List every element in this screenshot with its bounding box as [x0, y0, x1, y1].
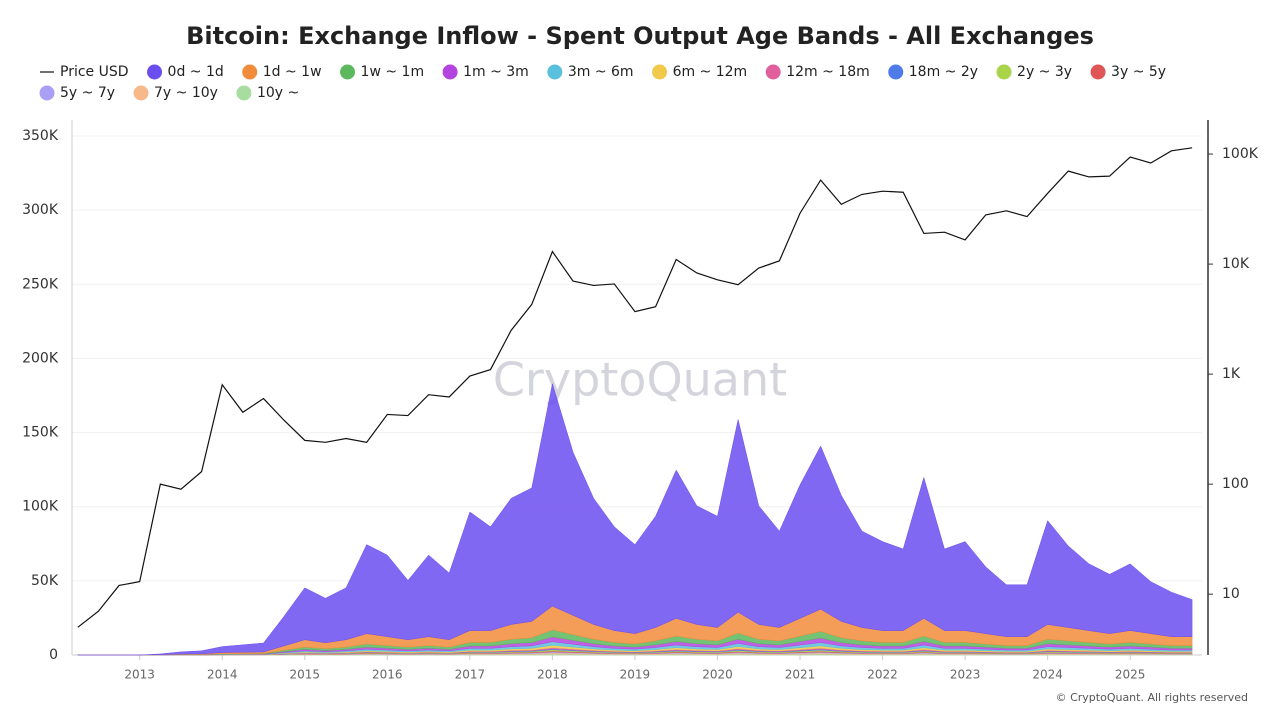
- x-tick-label: 2020: [702, 668, 733, 682]
- y-tick-label: 300K: [22, 202, 59, 218]
- legend-item[interactable]: 1d ~ 1w: [242, 64, 322, 80]
- y2-tick-label: 1K: [1222, 366, 1241, 382]
- legend-swatch: [133, 85, 149, 101]
- x-tick-label: 2013: [124, 668, 155, 682]
- y2-tick-label: 100: [1222, 476, 1249, 492]
- legend-item[interactable]: Price USD: [40, 64, 129, 80]
- legend-swatch: [147, 64, 163, 80]
- legend-item[interactable]: 3y ~ 5y: [1090, 64, 1167, 80]
- legend-item[interactable]: 1w ~ 1m: [340, 64, 424, 80]
- legend-label: 7y ~ 10y: [154, 85, 218, 101]
- legend-swatch: [996, 64, 1012, 80]
- y-tick-label: 150K: [22, 425, 59, 441]
- legend-item[interactable]: 6m ~ 12m: [652, 64, 747, 80]
- legend-label: 18m ~ 2y: [909, 64, 978, 80]
- legend-label: 10y ~: [257, 85, 299, 101]
- x-tick-label: 2015: [289, 668, 320, 682]
- x-tick-label: 2017: [455, 668, 486, 682]
- y-tick-label: 350K: [22, 128, 59, 144]
- legend-label: 12m ~ 18m: [786, 64, 870, 80]
- legend-item[interactable]: 18m ~ 2y: [888, 64, 978, 80]
- legend-swatch: [242, 64, 258, 80]
- y-tick-label: 250K: [22, 276, 59, 292]
- legend-label: 3y ~ 5y: [1111, 64, 1166, 80]
- x-tick-label: 2025: [1115, 668, 1146, 682]
- x-tick-label: 2018: [537, 668, 568, 682]
- legend-swatch: [547, 64, 563, 80]
- legend-item[interactable]: 7y ~ 10y: [133, 85, 218, 101]
- legend-item[interactable]: 12m ~ 18m: [765, 64, 870, 80]
- area: [77, 383, 1193, 656]
- chart-title: Bitcoin: Exchange Inflow - Spent Output …: [186, 22, 1094, 50]
- legend-label: 0d ~ 1d: [168, 64, 224, 80]
- legend-label: 1m ~ 3m: [463, 64, 529, 80]
- legend-swatch: [442, 64, 458, 80]
- legend-item[interactable]: 2y ~ 3y: [996, 64, 1073, 80]
- x-tick-label: 2022: [867, 668, 898, 682]
- legend-swatch: [340, 64, 356, 80]
- x-tick-label: 2016: [372, 668, 403, 682]
- x-tick-label: 2014: [207, 668, 238, 682]
- y-tick-label: 50K: [31, 573, 59, 589]
- y-tick-label: 0: [49, 647, 58, 663]
- y2-tick-label: 100K: [1222, 146, 1259, 162]
- legend-label: 6m ~ 12m: [673, 64, 748, 80]
- y-tick-label: 200K: [22, 350, 59, 366]
- legend-label: 2y ~ 3y: [1017, 64, 1072, 80]
- watermark: CryptoQuant: [493, 353, 787, 407]
- legend-swatch: [652, 64, 668, 80]
- legend-item[interactable]: 1m ~ 3m: [442, 64, 529, 80]
- legend-swatch: [1090, 64, 1106, 80]
- legend-swatch: [236, 85, 252, 101]
- legend-item[interactable]: 0d ~ 1d: [147, 64, 224, 80]
- y-tick-label: 100K: [22, 499, 59, 515]
- plot-area: [72, 135, 1202, 656]
- legend-label: 1w ~ 1m: [361, 64, 425, 80]
- legend-item[interactable]: 5y ~ 7y: [39, 85, 116, 101]
- y2-tick-label: 10K: [1222, 256, 1250, 272]
- legend-item[interactable]: 10y ~: [236, 85, 299, 101]
- legend-swatch: [765, 64, 781, 80]
- legend-swatch: [888, 64, 904, 80]
- x-tick-label: 2019: [620, 668, 651, 682]
- x-tick-label: 2023: [950, 668, 981, 682]
- legend-label: Price USD: [60, 64, 129, 80]
- legend-swatch: [39, 85, 55, 101]
- legend-item[interactable]: 3m ~ 6m: [547, 64, 634, 80]
- y2-tick-label: 10: [1222, 586, 1240, 602]
- credit: © CryptoQuant. All rights reserved: [1056, 691, 1248, 704]
- x-tick-label: 2024: [1032, 668, 1063, 682]
- legend-label: 1d ~ 1w: [263, 64, 322, 80]
- legend-label: 3m ~ 6m: [568, 64, 634, 80]
- x-tick-label: 2021: [785, 668, 816, 682]
- price-line: [77, 147, 1193, 628]
- legend-label: 5y ~ 7y: [60, 85, 115, 101]
